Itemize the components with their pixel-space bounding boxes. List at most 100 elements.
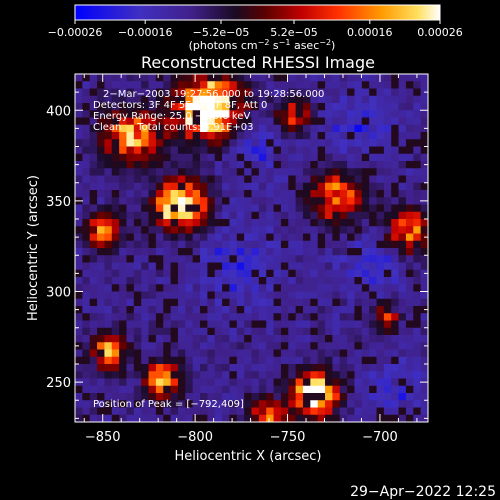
heatmap-cell [310, 81, 319, 90]
heatmap-cell [310, 364, 319, 372]
heatmap-cell [361, 124, 370, 133]
heatmap-cell [148, 269, 157, 278]
heatmap-cell [155, 385, 164, 394]
heatmap-cell [376, 342, 385, 351]
heatmap-cell [369, 284, 378, 293]
heatmap-cell [354, 88, 363, 97]
heatmap-cell [383, 393, 392, 401]
heatmap-cell [214, 182, 223, 191]
heatmap-cell [82, 327, 91, 336]
heatmap-cell [347, 132, 356, 140]
heatmap-cell [347, 342, 356, 351]
heatmap-cell [391, 88, 400, 97]
heatmap-cell [361, 385, 370, 394]
heatmap-cell [391, 385, 400, 394]
heatmap-cell [177, 349, 186, 358]
heatmap-cell [207, 74, 216, 82]
heatmap-cell [302, 74, 311, 82]
heatmap-cell [383, 197, 392, 206]
heatmap-cell [325, 306, 333, 314]
heatmap-cell [148, 168, 157, 177]
heatmap-cell [170, 400, 179, 409]
heatmap-cell [302, 103, 311, 111]
heatmap-cell [347, 371, 356, 380]
heatmap-cell [192, 204, 201, 213]
heatmap-cell [111, 240, 120, 249]
heatmap-cell [236, 190, 245, 198]
heatmap-cell [420, 204, 428, 213]
heatmap-cell [119, 132, 128, 140]
heatmap-cell [200, 175, 208, 184]
heatmap-cell [126, 277, 135, 285]
heatmap-cell [177, 95, 186, 104]
heatmap-cell [420, 132, 428, 140]
heatmap-cell [155, 248, 164, 256]
heatmap-cell [266, 190, 275, 198]
heatmap-cell [325, 248, 333, 256]
heatmap-cell [383, 233, 392, 242]
heatmap-cell [185, 88, 194, 97]
heatmap-cell [97, 182, 106, 191]
heatmap-cell [266, 132, 275, 140]
heatmap-cell [170, 219, 179, 227]
heatmap-cell [361, 349, 370, 358]
heatmap-cell [214, 298, 223, 307]
heatmap-cell [229, 110, 238, 119]
heatmap-cell [155, 175, 164, 184]
heatmap-cell [75, 349, 83, 358]
heatmap-cell [200, 320, 208, 329]
heatmap-cell [251, 219, 260, 227]
heatmap-cell [185, 74, 194, 82]
heatmap-cell [413, 226, 422, 235]
heatmap-cell [273, 117, 282, 126]
heatmap-cell [75, 400, 83, 409]
heatmap-cell [155, 306, 164, 314]
heatmap-cell [302, 356, 311, 365]
heatmap-cell [89, 284, 98, 293]
heatmap-cell [302, 226, 311, 235]
heatmap-cell [391, 124, 400, 133]
heatmap-cell [383, 124, 392, 133]
heatmap-cell [258, 190, 267, 198]
heatmap-cell [413, 407, 422, 416]
heatmap-cell [288, 342, 297, 351]
heatmap-cell [133, 262, 142, 271]
heatmap-cell [391, 255, 400, 264]
heatmap-cell [229, 342, 238, 351]
heatmap-cell [82, 262, 91, 271]
heatmap-cell [89, 269, 98, 278]
heatmap-cell [266, 291, 275, 300]
heatmap-cell [75, 284, 83, 293]
heatmap-cell [302, 277, 311, 285]
heatmap-cell [148, 153, 157, 162]
heatmap-cell [280, 161, 289, 169]
heatmap-cell [222, 110, 231, 119]
heatmap-cell [391, 248, 400, 256]
heatmap-cell [420, 284, 428, 293]
heatmap-cell [383, 117, 392, 126]
heatmap-cell [391, 146, 400, 155]
heatmap-cell [229, 74, 238, 82]
heatmap-cell [251, 81, 260, 90]
heatmap-cell [405, 190, 414, 198]
heatmap-cell [75, 335, 83, 343]
heatmap-cell [133, 233, 142, 242]
heatmap-cell [413, 298, 422, 307]
heatmap-cell [222, 88, 231, 97]
heatmap-cell [405, 262, 414, 271]
heatmap-cell [310, 110, 319, 119]
heatmap-cell [214, 364, 223, 372]
heatmap-cell [148, 146, 157, 155]
heatmap-cell [111, 175, 120, 184]
heatmap-cell [258, 385, 267, 394]
heatmap-cell [383, 146, 392, 155]
heatmap-cell [148, 124, 157, 133]
heatmap-cell [244, 385, 253, 394]
heatmap-cell [280, 385, 289, 394]
heatmap-cell [244, 284, 253, 293]
heatmap-cell [75, 255, 83, 264]
heatmap-cell [361, 182, 370, 191]
heatmap-cell [347, 262, 356, 271]
heatmap-cell [251, 284, 260, 293]
heatmap-cell [361, 407, 370, 416]
